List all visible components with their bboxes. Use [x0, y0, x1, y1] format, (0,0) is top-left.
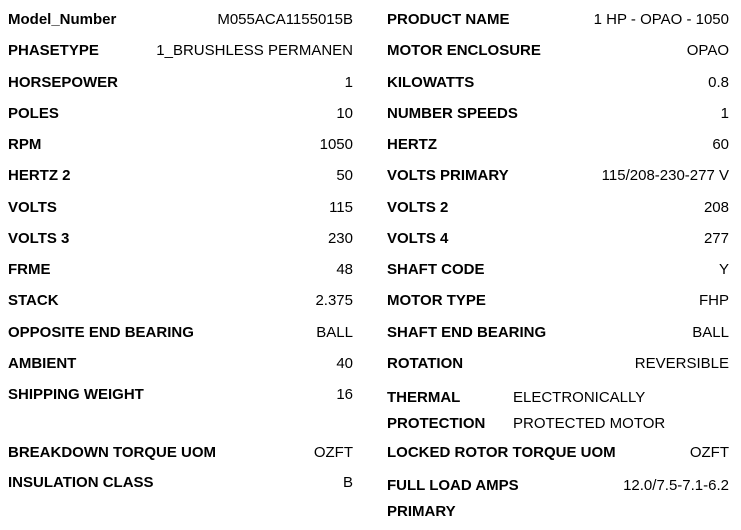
spec-label-rotation: ROTATION — [387, 354, 464, 372]
spec-label-poles: POLES — [8, 104, 59, 122]
spec-value-motor-type: FHP — [699, 292, 729, 310]
spec-row-opposite-end-bearing: OPPOSITE END BEARING BALL — [8, 323, 353, 354]
spec-value-breakdown-torque-uom: OZFT — [313, 444, 353, 462]
spec-value-volts: 115 — [329, 198, 353, 216]
spec-row-ambient: AMBIENT 40 — [8, 354, 353, 385]
spec-label-volts-2: VOLTS 2 — [387, 198, 449, 216]
spec-row-model-number: Model_Number M055ACA1155015B — [8, 10, 353, 41]
spec-row-rotation: ROTATION REVERSIBLE — [387, 354, 729, 385]
spec-row-shaft-end-bearing: SHAFT END BEARING BALL — [387, 323, 729, 354]
spec-label-breakdown-torque-uom: BREAKDOWN TORQUE UOM — [8, 444, 217, 462]
spec-row-poles: POLES 10 — [8, 104, 353, 135]
spec-label-opposite-end-bearing: OPPOSITE END BEARING — [8, 323, 194, 341]
spec-row-stack: STACK 2.375 — [8, 291, 353, 322]
spec-label-shaft-code: SHAFT CODE — [387, 261, 485, 278]
spec-value-volts-2: 208 — [703, 198, 729, 216]
spec-value-model-number: M055ACA1155015B — [217, 11, 353, 28]
spec-row-insulation-class: INSULATION CLASS B — [8, 473, 353, 503]
spec-label-rpm: RPM — [8, 136, 42, 153]
spec-value-product-name: 1 HP - OPAO - 1050 — [593, 11, 729, 28]
spec-row-number-speeds: NUMBER SPEEDS 1 — [387, 104, 729, 135]
spec-row-motor-enclosure: MOTOR ENCLOSURE OPAO — [387, 41, 729, 72]
spec-row-volts-2: VOLTS 2 208 — [387, 198, 729, 229]
spec-value-ambient: 40 — [336, 354, 353, 372]
spec-label-hertz-2: HERTZ 2 — [8, 167, 71, 185]
spec-row-locked-rotor-torque-uom: LOCKED ROTOR TORQUE UOM OZFT — [387, 443, 729, 473]
spec-row-shaft-code: SHAFT CODE Y — [387, 260, 729, 291]
spec-row-volts-4: VOLTS 4 277 — [387, 229, 729, 260]
spec-column-left: Model_Number M055ACA1155015B PHASETYPE 1… — [8, 10, 353, 525]
spec-value-kilowatts: 0.8 — [708, 73, 729, 91]
spec-value-hertz-2: 50 — [336, 167, 353, 185]
spec-row-volts-3: VOLTS 3 230 — [8, 229, 353, 260]
spec-value-shaft-code: Y — [718, 261, 729, 278]
spec-label-kilowatts: KILOWATTS — [387, 73, 475, 91]
spec-value-insulation-class: B — [342, 474, 353, 492]
spec-value-rotation: REVERSIBLE — [634, 354, 729, 372]
spec-label-number-speeds: NUMBER SPEEDS — [387, 104, 518, 122]
spec-value-full-load-amps-primary: 12.0/7.5-7.1-6.2 — [623, 477, 729, 494]
spec-row-motor-type: MOTOR TYPE FHP — [387, 291, 729, 322]
spec-label-shaft-end-bearing: SHAFT END BEARING — [387, 323, 547, 341]
spec-row-product-name: PRODUCT NAME 1 HP - OPAO - 1050 — [387, 10, 729, 41]
spec-value-locked-rotor-torque-uom: OZFT — [689, 444, 729, 461]
spec-label-model-number: Model_Number — [8, 11, 117, 28]
spec-value-volts-4: 277 — [703, 229, 729, 247]
spec-label-volts: VOLTS — [8, 198, 57, 216]
spec-label-full-load-amps-primary: FULL LOAD AMPS PRIMARY — [387, 477, 519, 520]
spec-row-kilowatts: KILOWATTS 0.8 — [387, 73, 729, 104]
spec-label-ambient: AMBIENT — [8, 354, 77, 372]
spec-row-breakdown-torque-uom: BREAKDOWN TORQUE UOM OZFT — [8, 443, 353, 473]
spec-label-volts-3: VOLTS 3 — [8, 229, 70, 247]
spec-value-shipping-weight: 16 — [336, 386, 353, 403]
spec-row-volts-primary: VOLTS PRIMARY 115/208-230-277 V — [387, 166, 729, 197]
spec-value-rpm: 1050 — [319, 136, 353, 153]
spec-value-volts-3: 230 — [327, 229, 353, 247]
spec-row-shipping-weight: SHIPPING WEIGHT 16 — [8, 385, 353, 416]
spec-row-horsepower: HORSEPOWER 1 — [8, 73, 353, 104]
spec-label-shipping-weight: SHIPPING WEIGHT — [8, 386, 144, 403]
spec-label-locked-rotor-torque-uom: LOCKED ROTOR TORQUE UOM — [387, 444, 616, 461]
spec-row-volts: VOLTS 115 — [8, 198, 353, 229]
spec-value-frme: 48 — [336, 261, 353, 278]
spec-label-frme: FRME — [8, 261, 51, 278]
spec-value-motor-enclosure: OPAO — [686, 42, 729, 60]
spec-row-thermal-protection: THERMAL PROTECTION ELECTRONICALLY PROTEC… — [387, 385, 729, 437]
spec-value-stack: 2.375 — [315, 292, 353, 310]
spec-row-hertz-2: HERTZ 2 50 — [8, 166, 353, 197]
spec-column-right: PRODUCT NAME 1 HP - OPAO - 1050 MOTOR EN… — [387, 10, 729, 525]
spec-label-thermal-protection: THERMAL PROTECTION — [387, 389, 486, 432]
spec-value-volts-primary: 115/208-230-277 V — [601, 167, 729, 185]
spec-row-phasetype: PHASETYPE 1_BRUSHLESS PERMANEN — [8, 41, 353, 72]
spec-value-shaft-end-bearing: BALL — [692, 323, 729, 341]
spec-label-insulation-class: INSULATION CLASS — [8, 474, 154, 492]
spec-value-poles: 10 — [336, 104, 353, 122]
spec-label-motor-enclosure: MOTOR ENCLOSURE — [387, 42, 541, 60]
spec-label-volts-primary: VOLTS PRIMARY — [387, 167, 509, 185]
spec-value-hertz: 60 — [712, 136, 729, 153]
spec-row-frme: FRME 48 — [8, 260, 353, 291]
spec-row-rpm: RPM 1050 — [8, 135, 353, 166]
spec-label-volts-4: VOLTS 4 — [387, 229, 449, 247]
spec-label-hertz: HERTZ — [387, 136, 437, 153]
spec-value-phasetype: 1_BRUSHLESS PERMANEN — [156, 42, 353, 60]
spec-row-full-load-amps-primary: FULL LOAD AMPS PRIMARY 12.0/7.5-7.1-6.2 — [387, 473, 729, 525]
spec-label-horsepower: HORSEPOWER — [8, 73, 119, 91]
spec-value-opposite-end-bearing: BALL — [316, 323, 353, 341]
spec-label-product-name: PRODUCT NAME — [387, 11, 510, 28]
spec-value-horsepower: 1 — [344, 73, 353, 91]
spec-label-stack: STACK — [8, 292, 59, 310]
column-spacer — [8, 416, 353, 443]
spec-value-thermal-protection: ELECTRONICALLY PROTECTED MOTOR — [513, 389, 666, 432]
spec-value-number-speeds: 1 — [720, 104, 729, 122]
spec-label-phasetype: PHASETYPE — [8, 42, 99, 60]
spec-row-hertz: HERTZ 60 — [387, 135, 729, 166]
spec-label-motor-type: MOTOR TYPE — [387, 292, 486, 310]
